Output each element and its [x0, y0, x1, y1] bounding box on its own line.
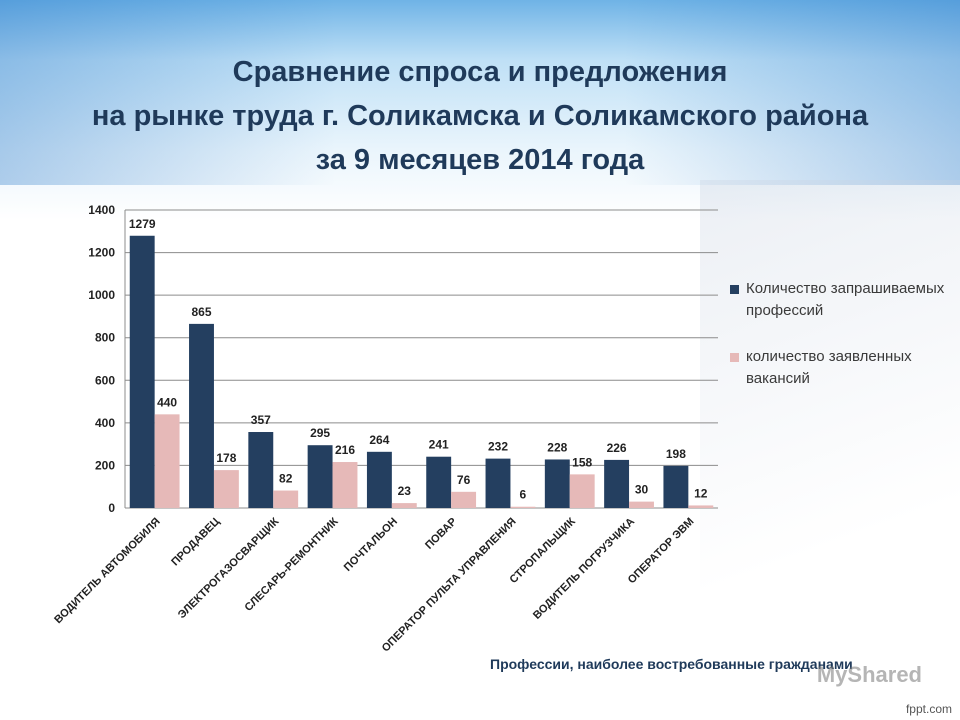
data-label: 264: [369, 433, 389, 447]
bar: [663, 465, 689, 508]
bar: [189, 323, 214, 508]
y-tick-label: 1000: [88, 288, 115, 302]
data-label: 178: [216, 451, 236, 465]
data-label: 440: [157, 395, 177, 409]
data-label: 226: [607, 441, 627, 455]
data-label: 241: [429, 438, 449, 452]
legend-label-vacancies: количество заявленных вакансий: [746, 348, 912, 387]
data-label: 228: [547, 440, 567, 454]
bar: [451, 491, 477, 508]
data-label: 232: [488, 440, 508, 454]
data-label: 216: [335, 443, 355, 457]
y-tick-label: 200: [95, 458, 115, 472]
x-tick-label: ВОДИТЕЛЬ ПОГРУЗЧИКА: [531, 516, 637, 622]
slide-title: Сравнение спроса и предложения на рынке …: [0, 50, 960, 182]
y-tick-label: 1200: [88, 246, 115, 260]
bar: [604, 459, 630, 508]
bar: [569, 474, 595, 508]
bar: [273, 490, 299, 508]
x-tick-label: ОПЕРАТОР ЭВМ: [626, 516, 697, 587]
bar: [485, 458, 511, 508]
title-line-1: Сравнение спроса и предложения: [232, 56, 728, 88]
bar: [426, 456, 452, 508]
y-tick-label: 800: [95, 331, 115, 345]
data-label: 295: [310, 426, 330, 440]
x-tick-label: ПОВАР: [423, 516, 459, 552]
data-label: 30: [635, 483, 649, 497]
data-label: 1279: [129, 217, 156, 231]
bar: [248, 432, 274, 508]
x-tick-label: ПОЧТАЛЬОН: [342, 516, 400, 574]
legend-item-requested: Количество запрашиваемых профессий: [730, 278, 950, 322]
footer-caption: Профессии, наиболее востребованные гражд…: [490, 656, 853, 672]
data-label: 76: [457, 473, 471, 487]
title-line-2: на рынке труда г. Соликамска и Соликамск…: [91, 100, 869, 132]
data-label: 12: [694, 486, 708, 500]
bar: [629, 501, 654, 508]
data-label: 198: [666, 447, 686, 461]
bar: [391, 503, 417, 508]
y-tick-label: 0: [108, 501, 115, 515]
legend-item-vacancies: количество заявленных вакансий: [730, 346, 950, 390]
x-tick-label: ОПЕРАТОР ПУЛЬТА УПРАВЛЕНИЯ: [380, 516, 519, 655]
data-label: 23: [398, 484, 412, 498]
background-band: [0, 0, 960, 185]
bar: [154, 414, 180, 508]
bar: [688, 505, 714, 508]
chart-legend: Количество запрашиваемых профессий колич…: [730, 278, 950, 414]
x-tick-label: ВОДИТЕЛЬ АВТОМОБИЛЯ: [52, 516, 163, 627]
bar: [129, 235, 155, 508]
data-label: 82: [279, 472, 293, 486]
y-tick-label: 600: [95, 373, 115, 387]
legend-swatch-requested: [730, 285, 739, 294]
y-tick-label: 400: [95, 416, 115, 430]
title-line-3: за 9 месяцев 2014 года: [315, 144, 645, 176]
data-label: 158: [572, 455, 592, 469]
legend-swatch-vacancies: [730, 353, 739, 362]
bar: [510, 506, 536, 508]
x-tick-label: ЭЛЕКТРОГАЗОСВАРЩИК: [176, 515, 282, 621]
y-tick-label: 1400: [88, 203, 115, 217]
data-label: 865: [191, 305, 211, 319]
bar: [213, 470, 239, 508]
bar: [544, 459, 570, 508]
bar: [307, 445, 333, 508]
site-credit: fppt.com: [905, 702, 952, 716]
background-decoration: [700, 180, 960, 680]
data-label: 6: [520, 488, 527, 502]
bar: [366, 451, 392, 508]
data-label: 357: [251, 413, 271, 427]
legend-label-requested: Количество запрашиваемых профессий: [746, 280, 945, 319]
watermark: MyShared: [816, 662, 922, 687]
x-tick-label: ПРОДАВЕЦ: [169, 516, 222, 569]
bar: [332, 462, 358, 508]
